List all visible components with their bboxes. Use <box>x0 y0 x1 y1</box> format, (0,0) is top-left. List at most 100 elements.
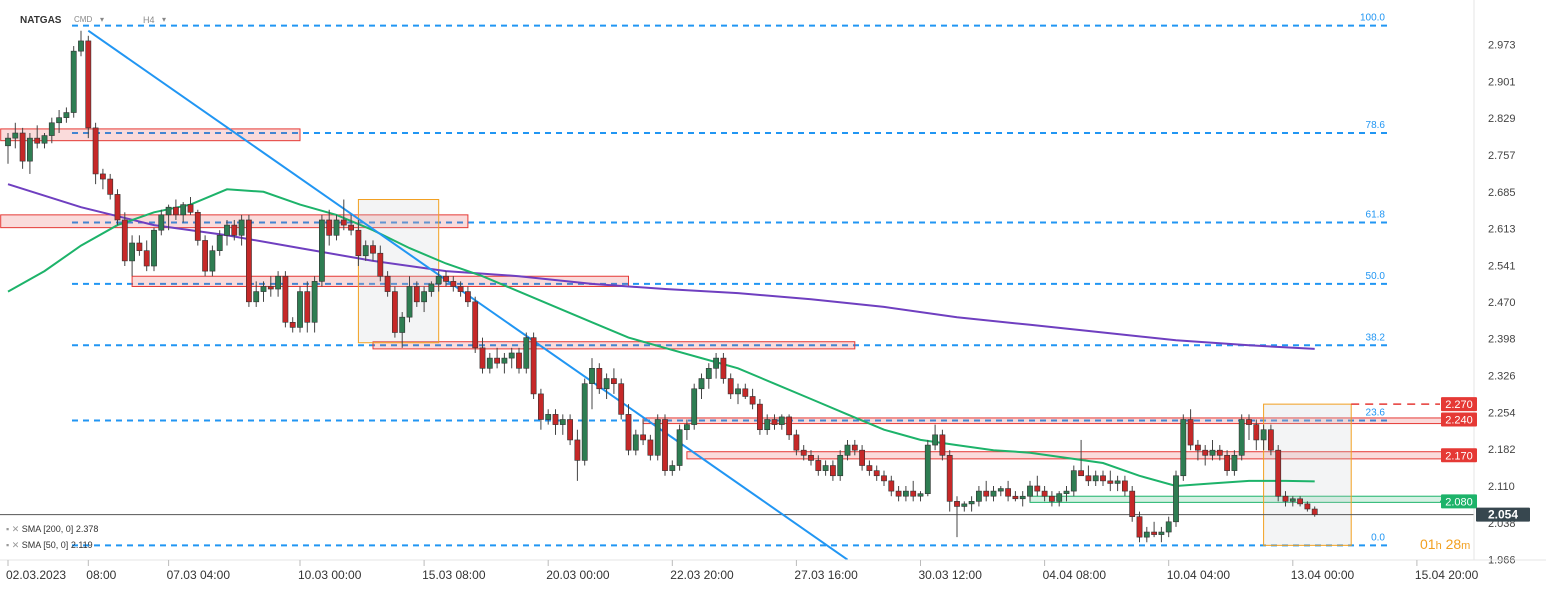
candle[interactable] <box>691 383 698 430</box>
candle[interactable] <box>596 363 603 394</box>
candle[interactable] <box>793 429 800 456</box>
candle[interactable] <box>1092 470 1099 486</box>
candle[interactable] <box>786 414 792 440</box>
candle[interactable] <box>202 235 208 277</box>
candle[interactable] <box>26 133 33 174</box>
candle[interactable] <box>829 460 836 481</box>
candle[interactable] <box>41 133 48 149</box>
candle[interactable] <box>961 501 968 512</box>
candle[interactable] <box>756 399 763 435</box>
candle[interactable] <box>494 347 500 369</box>
candle[interactable] <box>129 235 135 277</box>
candle[interactable] <box>662 414 668 476</box>
candle[interactable] <box>537 388 544 430</box>
candle[interactable] <box>158 209 165 236</box>
candle[interactable] <box>552 409 559 435</box>
candle[interactable] <box>523 332 530 374</box>
candle[interactable] <box>1209 439 1216 461</box>
candle[interactable] <box>1275 445 1282 502</box>
candle[interactable] <box>873 465 880 481</box>
timeframe-label[interactable]: H4 <box>143 15 155 25</box>
candle[interactable] <box>165 204 172 231</box>
candle[interactable] <box>895 485 902 502</box>
candle[interactable] <box>173 199 179 220</box>
candle[interactable] <box>837 450 844 481</box>
candle[interactable] <box>1311 506 1318 517</box>
candle[interactable] <box>216 230 223 256</box>
candle[interactable] <box>1027 480 1033 502</box>
candle[interactable] <box>713 352 719 379</box>
candle[interactable] <box>1078 439 1084 477</box>
candle[interactable] <box>355 219 362 267</box>
candle[interactable] <box>143 240 150 272</box>
candle[interactable] <box>1005 480 1011 502</box>
candle[interactable] <box>267 276 274 297</box>
candle[interactable] <box>1049 491 1055 507</box>
candle[interactable] <box>676 424 683 471</box>
candle[interactable] <box>954 496 960 538</box>
candle[interactable] <box>114 189 121 226</box>
candle[interactable] <box>888 475 895 497</box>
candle[interactable] <box>1034 475 1041 497</box>
candle[interactable] <box>333 214 340 241</box>
candle[interactable] <box>472 296 479 353</box>
candle[interactable] <box>362 240 369 261</box>
candle[interactable] <box>187 196 194 215</box>
candle[interactable] <box>5 133 11 164</box>
candle[interactable] <box>464 286 471 307</box>
candle[interactable] <box>1151 521 1157 538</box>
candle[interactable] <box>136 235 143 256</box>
candle[interactable] <box>698 373 705 400</box>
timeframe-dropdown-icon[interactable]: ▾ <box>162 15 167 24</box>
candle[interactable] <box>610 368 617 394</box>
candle[interactable] <box>771 414 778 430</box>
source-label[interactable]: CMD <box>74 15 93 24</box>
candle[interactable] <box>640 419 646 446</box>
candle[interactable] <box>282 271 289 328</box>
candle[interactable] <box>647 434 654 461</box>
symbol-label[interactable]: NATGAS <box>20 15 62 26</box>
candle[interactable] <box>421 286 427 313</box>
candle[interactable] <box>457 281 464 297</box>
candle[interactable] <box>1180 414 1187 481</box>
candle[interactable] <box>567 414 573 446</box>
candle[interactable] <box>1136 511 1143 543</box>
remove-icon[interactable]: ✕ <box>11 540 20 550</box>
candle[interactable] <box>12 122 19 149</box>
candle[interactable] <box>1100 470 1106 486</box>
source-dropdown-icon[interactable]: ▾ <box>100 15 105 24</box>
candle[interactable] <box>669 460 676 476</box>
candle[interactable] <box>1165 516 1172 538</box>
candle[interactable] <box>297 286 303 333</box>
candle[interactable] <box>1304 501 1311 512</box>
candle[interactable] <box>1143 526 1150 543</box>
candle[interactable] <box>654 414 661 461</box>
candle[interactable] <box>632 429 639 456</box>
candle[interactable] <box>1231 450 1238 476</box>
candle[interactable] <box>70 46 77 118</box>
candle[interactable] <box>384 271 391 297</box>
candle[interactable] <box>822 460 829 476</box>
candle[interactable] <box>92 122 99 185</box>
candle[interactable] <box>932 424 938 451</box>
candle[interactable] <box>1246 414 1252 440</box>
candle[interactable] <box>574 429 581 481</box>
candle[interactable] <box>180 202 187 223</box>
candle[interactable] <box>85 35 92 139</box>
candle[interactable] <box>318 214 325 287</box>
candle[interactable] <box>340 199 347 231</box>
candle[interactable] <box>618 378 625 420</box>
candle[interactable] <box>1253 419 1260 451</box>
candle[interactable] <box>778 414 785 430</box>
candle[interactable] <box>844 439 851 461</box>
candle[interactable] <box>581 378 588 466</box>
candle[interactable] <box>516 347 522 374</box>
candle[interactable] <box>749 388 756 410</box>
candle[interactable] <box>311 276 318 333</box>
candle[interactable] <box>121 212 128 267</box>
candle[interactable] <box>224 219 230 246</box>
candle[interactable] <box>939 429 946 461</box>
candle[interactable] <box>246 214 252 307</box>
